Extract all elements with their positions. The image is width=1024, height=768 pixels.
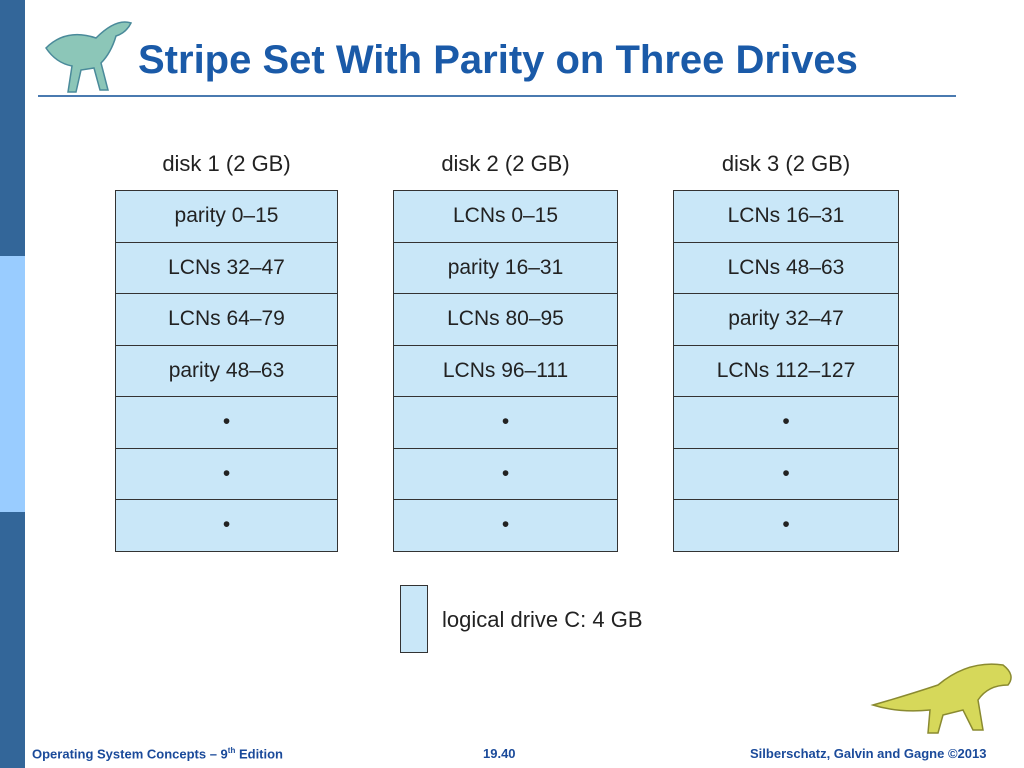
sidebar-stripe (0, 256, 25, 512)
disk-cell: parity 32–47 (673, 293, 899, 346)
disk-cell: • (673, 447, 899, 500)
disk-cell: LCNs 0–15 (393, 190, 618, 243)
disk-cell: • (115, 447, 338, 500)
legend-swatch (400, 585, 428, 653)
disk-cell: parity 16–31 (393, 241, 618, 294)
disk-cell: • (115, 396, 338, 449)
disk-cell: parity 48–63 (115, 344, 338, 397)
disk-cell: LCNs 96–111 (393, 344, 618, 397)
footer-left: Operating System Concepts – 9th Edition (32, 746, 283, 761)
footer-text: Edition (235, 746, 284, 762)
footer-page-number: 19.40 (483, 746, 516, 761)
legend-label: logical drive C: 4 GB (442, 607, 643, 632)
sidebar-stripe (0, 0, 25, 256)
disk-cell: LCNs 64–79 (115, 293, 338, 346)
dinosaur-icon (870, 663, 1012, 734)
disk-cell: LCNs 80–95 (393, 293, 618, 346)
slide-title: Stripe Set With Parity on Three Drives (138, 38, 858, 82)
disk-cell: LCNs 112–127 (673, 344, 899, 397)
footer-text: Operating System Concepts – 9 (32, 746, 228, 762)
disk-cell: LCNs 32–47 (115, 241, 338, 294)
footer-right: Silberschatz, Galvin and Gagne ©2013 (750, 746, 987, 761)
disk-cell: parity 0–15 (115, 190, 338, 243)
disk-cell: • (115, 499, 338, 552)
disk-cell: • (673, 396, 899, 449)
disk-cell: LCNs 48–63 (673, 241, 899, 294)
disk-label: disk 1 (2 GB) (162, 151, 291, 176)
sidebar-stripe (0, 512, 25, 768)
disk-cell: • (393, 396, 618, 449)
disk-label: disk 3 (2 GB) (721, 151, 851, 176)
title-rule (38, 95, 956, 97)
disk-cell: • (393, 499, 618, 552)
disk-label: disk 2 (2 GB) (441, 151, 570, 176)
disk-cell: • (393, 447, 618, 500)
disk-cell: LCNs 16–31 (673, 190, 899, 243)
disk-cell: • (673, 499, 899, 552)
footer-superscript: th (227, 746, 236, 755)
dinosaur-icon (45, 21, 133, 93)
